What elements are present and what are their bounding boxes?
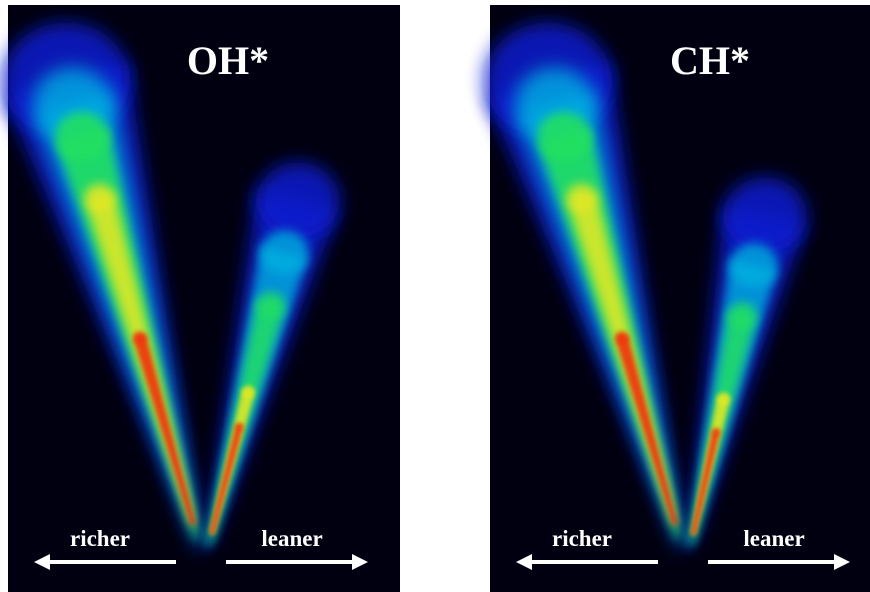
- species-label: OH*: [187, 38, 269, 83]
- flame-layer: [235, 422, 244, 430]
- direction-label: leaner: [261, 526, 322, 551]
- flame-layer: [729, 243, 778, 287]
- direction-label: richer: [70, 526, 130, 551]
- direction-label: leaner: [743, 526, 804, 551]
- species-label: CH*: [670, 38, 750, 83]
- flame-layer: [256, 162, 340, 238]
- flame-layer: [242, 385, 255, 398]
- flame-layer: [133, 335, 196, 526]
- flame-layer: [209, 425, 244, 535]
- flame-layer: [566, 183, 597, 211]
- flame-layer: [615, 335, 678, 526]
- flame-layer: [717, 392, 731, 404]
- flame-layer: [723, 177, 807, 253]
- flame-layer: [55, 112, 109, 161]
- flame-layer: [84, 183, 115, 211]
- panel: CH* richer leaner: [484, 5, 870, 592]
- panel: OH* richer leaner: [2, 5, 400, 592]
- flame-layer: [712, 428, 720, 435]
- flame-layer: [690, 430, 720, 536]
- flame-layer: [615, 331, 629, 344]
- direction-label: richer: [552, 526, 612, 551]
- flame-layer: [257, 291, 285, 317]
- flame-layer: [260, 230, 309, 274]
- flame-layer: [133, 331, 147, 344]
- flame-layer: [728, 302, 757, 328]
- flame-layer: [537, 112, 591, 161]
